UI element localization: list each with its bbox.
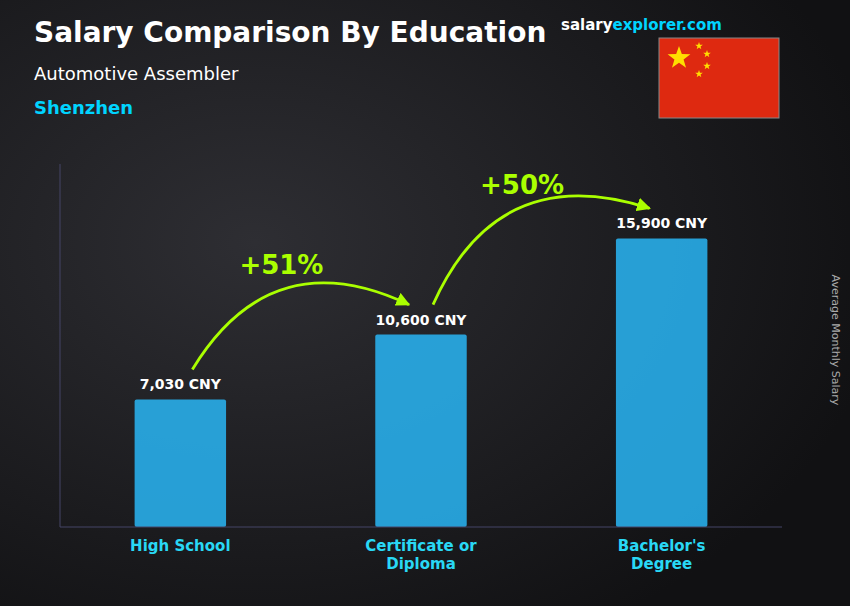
- bar: [375, 335, 466, 527]
- flag-star: [668, 46, 691, 68]
- data-label: 10,600 CNY: [375, 312, 467, 328]
- y-axis-line: [60, 164, 61, 527]
- arrow: [192, 283, 409, 370]
- source-part: salary: [561, 16, 613, 34]
- background: [0, 0, 850, 606]
- flag-star: [695, 70, 703, 77]
- bar: [616, 238, 707, 527]
- flag-star: [703, 50, 711, 57]
- x-tick-label: High School: [130, 537, 230, 555]
- x-tick-label-line: Certificate or: [365, 537, 477, 555]
- title: Salary Comparison By Education: [34, 16, 546, 49]
- flag-star: [703, 62, 711, 69]
- y-axis-label: Average Monthly Salary: [829, 275, 842, 406]
- flag-field: [659, 38, 779, 118]
- x-tick-label-line: Diploma: [386, 555, 456, 573]
- data-label: 7,030 CNY: [140, 376, 222, 392]
- subtitle: Automotive Assembler: [34, 63, 239, 84]
- source-part: explorer.com: [613, 16, 722, 34]
- x-tick-label-line: Degree: [631, 555, 692, 573]
- data-label: 15,900 CNY: [616, 215, 708, 231]
- arrow: [433, 196, 650, 305]
- annotation: +51%: [239, 250, 323, 280]
- source: salaryexplorer.com: [561, 16, 722, 34]
- x-tick-label: Certificate orDiploma: [365, 537, 477, 573]
- bars: [135, 238, 708, 527]
- flag: [659, 38, 779, 118]
- annotation: +50%: [480, 170, 564, 200]
- bar: [135, 399, 226, 527]
- x-tick-label-line: Bachelor's: [618, 537, 706, 555]
- x-axis-line: [60, 527, 782, 528]
- chart: High School Certificate orDiploma Bachelor…: [0, 0, 850, 606]
- x-tick-label: Bachelor'sDegree: [618, 537, 706, 573]
- subtitle: Shenzhen: [34, 97, 133, 118]
- flag-star: [695, 42, 703, 49]
- x-tick-label-line: High School: [130, 537, 230, 555]
